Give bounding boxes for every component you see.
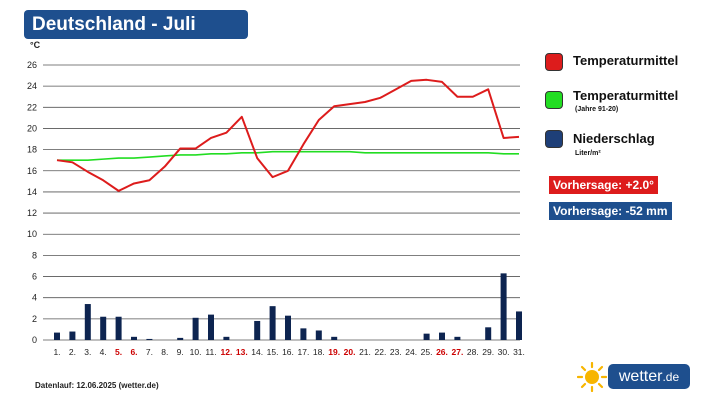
legend-label-temp: Temperaturmittel xyxy=(573,53,679,68)
precip-bar xyxy=(69,331,76,340)
x-tick-label: 12. xyxy=(220,347,232,357)
x-tick-label: 13. xyxy=(236,347,248,357)
precip-bar xyxy=(500,273,507,340)
temp-lines xyxy=(56,78,520,192)
x-tick-label: 1. xyxy=(53,347,60,357)
x-tick-label: 6. xyxy=(130,347,137,357)
y-tick-label: 2 xyxy=(32,314,37,324)
legend-swatch-temp xyxy=(545,53,563,71)
precip-bar xyxy=(192,317,199,340)
y-tick-label: 4 xyxy=(32,293,37,303)
x-tick-label: 30. xyxy=(498,347,510,357)
precip-bar xyxy=(223,336,230,340)
precip-bar xyxy=(423,333,430,340)
precip-bar xyxy=(269,306,276,340)
precip-bar xyxy=(100,316,107,340)
x-tick-label: 23. xyxy=(390,347,402,357)
precip-bar xyxy=(300,328,307,340)
grid xyxy=(43,64,520,341)
y-axis-unit: °C xyxy=(30,40,41,50)
x-tick-label: 9. xyxy=(177,347,184,357)
y-tick-label: 6 xyxy=(32,272,37,282)
precip-bar xyxy=(516,311,522,340)
precip-bar xyxy=(285,315,291,340)
y-tick-label: 14 xyxy=(27,187,37,197)
x-tick-label: 4. xyxy=(100,347,107,357)
x-tick-label: 18. xyxy=(313,347,325,357)
x-tick-label: 31. xyxy=(513,347,525,357)
precip-bar xyxy=(331,336,338,340)
y-tick-label: 10 xyxy=(27,229,37,239)
x-tick-label: 7. xyxy=(146,347,153,357)
x-tick-label: 19. xyxy=(328,347,340,357)
x-tick-labels: 1. 2. 3. 4. 5. 6. 7. 8. 9. 10. 11. 12. 13. 14. 15. 16. 1… xyxy=(53,347,524,357)
x-tick-label: 29. xyxy=(482,347,494,357)
temp-line xyxy=(56,78,520,192)
y-tick-label: 22 xyxy=(27,102,37,112)
precip-bar xyxy=(84,304,91,340)
precip-bar xyxy=(315,330,322,340)
x-tick-label: 16. xyxy=(282,347,294,357)
x-tick-label: 27. xyxy=(451,347,463,357)
precip-bars xyxy=(54,273,522,340)
precip-bar xyxy=(146,338,153,340)
x-tick-label: 10. xyxy=(190,347,202,357)
precip-bar xyxy=(254,320,261,340)
x-tick-label: 26. xyxy=(436,347,448,357)
legend-sub-temp-norm: (Jahre 91-20) xyxy=(575,106,619,113)
x-tick-label: 14. xyxy=(251,347,263,357)
data-run-footer: Datenlauf: 12.06.2025 (wetter.de) xyxy=(35,381,159,390)
y-tick-label: 12 xyxy=(27,208,37,218)
y-tick-label: 24 xyxy=(27,81,37,91)
precip-bar xyxy=(439,332,445,340)
precip-bar xyxy=(485,327,492,340)
x-tick-label: 2. xyxy=(69,347,76,357)
x-tick-label: 3. xyxy=(84,347,91,357)
x-tick-label: 28. xyxy=(467,347,479,357)
x-tick-label: 24. xyxy=(405,347,417,357)
y-tick-label: 18 xyxy=(27,145,37,155)
legend-sub-precip: Liter/m² xyxy=(575,150,601,157)
x-tick-label: 15. xyxy=(267,347,279,357)
forecast-temp-badge: Vorhersage: +2.0° xyxy=(549,176,658,194)
y-tick-label: 26 xyxy=(27,60,37,70)
x-tick-label: 25. xyxy=(421,347,433,357)
x-tick-label: 5. xyxy=(115,347,122,357)
logo-text: wetter xyxy=(618,368,663,385)
precip-bar xyxy=(454,336,461,340)
forecast-precip-badge: Vorhersage: -52 mm xyxy=(549,202,672,220)
y-tick-label: 0 xyxy=(32,335,37,345)
legend-swatch-temp-norm xyxy=(545,91,563,109)
precip-bar xyxy=(131,336,137,340)
precip-bar xyxy=(54,332,60,340)
x-tick-label: 11. xyxy=(205,347,216,357)
precip-bar xyxy=(208,314,214,340)
precip-bar xyxy=(115,316,122,340)
y-tick-label: 8 xyxy=(32,250,37,260)
legend-label-temp-norm: Temperaturmittel xyxy=(573,88,679,103)
x-tick-label: 21. xyxy=(359,347,371,357)
precip-bar xyxy=(177,337,184,340)
wetter-logo[interactable]: wetter.de xyxy=(608,364,690,389)
logo-suffix: .de xyxy=(662,370,680,384)
x-tick-label: 22. xyxy=(374,347,386,357)
temp-norm-line xyxy=(57,150,519,161)
y-tick-label: 16 xyxy=(27,166,37,176)
sun-icon xyxy=(577,362,607,392)
x-tick-label: 20. xyxy=(344,347,356,357)
chart-title: Deutschland - Juli xyxy=(24,10,248,39)
x-tick-label: 8. xyxy=(161,347,168,357)
x-tick-label: 17. xyxy=(297,347,309,357)
y-tick-label: 20 xyxy=(27,123,37,133)
legend-swatch-precip xyxy=(545,130,563,148)
legend-label-precip: Niederschlag xyxy=(573,131,655,146)
